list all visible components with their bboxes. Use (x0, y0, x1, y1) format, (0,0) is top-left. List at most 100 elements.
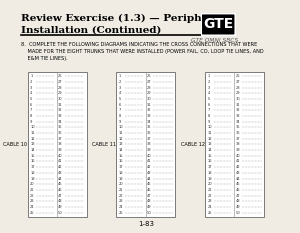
Text: 49: 49 (236, 205, 240, 209)
Text: 34: 34 (58, 120, 63, 124)
Text: 26: 26 (58, 74, 63, 78)
Text: 11: 11 (119, 131, 123, 135)
FancyBboxPatch shape (205, 72, 264, 217)
Text: 14: 14 (30, 148, 35, 152)
Text: 22: 22 (119, 194, 123, 198)
Text: 35: 35 (147, 125, 152, 129)
Text: 29: 29 (147, 91, 152, 95)
Text: 29: 29 (236, 91, 240, 95)
Text: 50: 50 (58, 211, 63, 215)
Text: 43: 43 (58, 171, 63, 175)
Text: 31: 31 (147, 103, 151, 106)
Text: 11: 11 (208, 131, 212, 135)
Text: 20: 20 (30, 182, 35, 186)
Text: 21: 21 (208, 188, 212, 192)
Text: 7: 7 (119, 108, 121, 112)
Text: 20: 20 (208, 182, 212, 186)
Text: 36: 36 (58, 131, 63, 135)
Text: 4: 4 (30, 91, 32, 95)
Text: 6: 6 (30, 103, 32, 106)
Text: 43: 43 (147, 171, 151, 175)
Text: 20: 20 (119, 182, 124, 186)
Text: 27: 27 (147, 80, 151, 84)
Text: 30: 30 (147, 97, 152, 101)
Text: 32: 32 (58, 108, 63, 112)
Text: 1-83: 1-83 (138, 222, 154, 227)
Text: 13: 13 (119, 142, 123, 146)
Text: 18: 18 (208, 171, 212, 175)
Text: Review Exercise (1.3) — Peripheral: Review Exercise (1.3) — Peripheral (21, 14, 224, 23)
Text: GTE: GTE (203, 17, 233, 31)
Text: 46: 46 (147, 188, 151, 192)
Text: 1: 1 (119, 74, 121, 78)
Text: 13: 13 (30, 142, 35, 146)
Text: 1: 1 (30, 74, 32, 78)
Text: 2: 2 (119, 80, 121, 84)
Text: 33: 33 (147, 114, 151, 118)
Text: 44: 44 (147, 177, 151, 181)
Text: 8: 8 (30, 114, 32, 118)
Text: 30: 30 (58, 97, 63, 101)
Text: 33: 33 (58, 114, 63, 118)
Text: 45: 45 (236, 182, 240, 186)
Text: 15: 15 (30, 154, 35, 158)
Text: 27: 27 (236, 80, 240, 84)
Text: 42: 42 (58, 165, 63, 169)
Text: 8: 8 (119, 114, 121, 118)
Text: 9: 9 (119, 120, 121, 124)
Text: 15: 15 (208, 154, 212, 158)
Text: 10: 10 (208, 125, 212, 129)
Text: 19: 19 (30, 177, 35, 181)
Text: 38: 38 (236, 142, 240, 146)
Text: 12: 12 (119, 137, 123, 141)
Text: 25: 25 (119, 211, 124, 215)
Text: 16: 16 (208, 159, 212, 164)
Text: 37: 37 (147, 137, 151, 141)
Text: 9: 9 (208, 120, 210, 124)
Text: 16: 16 (119, 159, 123, 164)
Text: 47: 47 (236, 194, 240, 198)
Text: 2: 2 (30, 80, 32, 84)
Text: 17: 17 (119, 165, 123, 169)
Text: 37: 37 (58, 137, 63, 141)
Text: 18: 18 (30, 171, 35, 175)
Text: 38: 38 (147, 142, 151, 146)
Text: 1: 1 (208, 74, 210, 78)
Text: 40: 40 (58, 154, 63, 158)
Text: 42: 42 (236, 165, 240, 169)
Text: 21: 21 (30, 188, 35, 192)
Text: 32: 32 (236, 108, 240, 112)
Text: 36: 36 (147, 131, 151, 135)
Text: 45: 45 (58, 182, 63, 186)
Text: 32: 32 (147, 108, 151, 112)
Text: 12: 12 (208, 137, 212, 141)
Text: 43: 43 (236, 171, 240, 175)
Text: 33: 33 (236, 114, 240, 118)
FancyBboxPatch shape (201, 13, 236, 36)
Text: 22: 22 (30, 194, 35, 198)
Text: 7: 7 (208, 108, 210, 112)
Text: 39: 39 (236, 148, 240, 152)
Text: 11: 11 (30, 131, 35, 135)
Text: 2: 2 (208, 80, 210, 84)
Text: 50: 50 (236, 211, 240, 215)
Text: 36: 36 (236, 131, 240, 135)
Text: 10: 10 (119, 125, 124, 129)
Text: 14: 14 (208, 148, 212, 152)
Text: 26: 26 (147, 74, 151, 78)
Text: 16: 16 (30, 159, 35, 164)
Text: 35: 35 (58, 125, 63, 129)
Text: 41: 41 (58, 159, 63, 164)
Text: 40: 40 (236, 154, 240, 158)
Text: 28: 28 (147, 86, 151, 89)
FancyBboxPatch shape (116, 72, 175, 217)
Text: Installation (Continued): Installation (Continued) (21, 26, 161, 34)
Text: 25: 25 (30, 211, 35, 215)
Text: 5: 5 (119, 97, 121, 101)
Text: 23: 23 (208, 199, 212, 203)
Text: GTE OMNI SBCS: GTE OMNI SBCS (191, 38, 238, 43)
Text: 21: 21 (119, 188, 123, 192)
Text: 3: 3 (119, 86, 121, 89)
Text: 8: 8 (208, 114, 210, 118)
Text: 17: 17 (30, 165, 35, 169)
